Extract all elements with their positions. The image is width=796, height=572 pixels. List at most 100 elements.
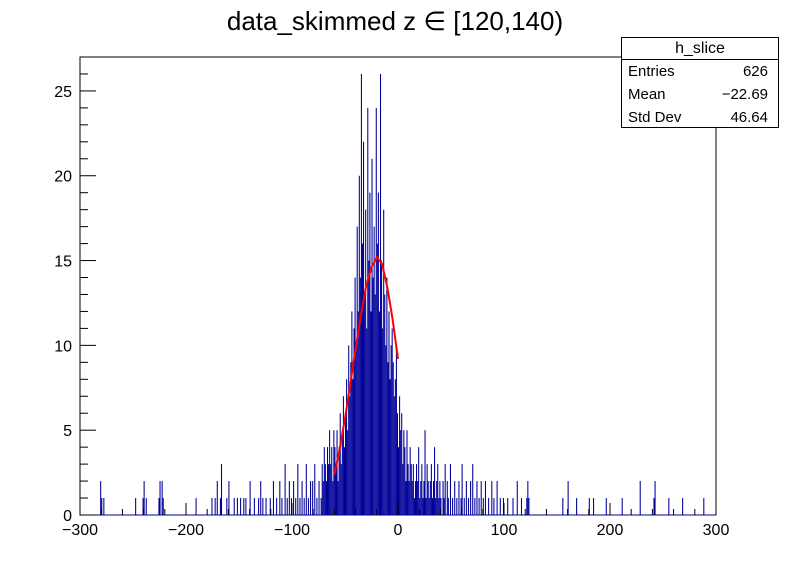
hist-bin-24 bbox=[249, 481, 251, 515]
stats-label: Std Dev bbox=[628, 109, 682, 126]
hist-bin-190 bbox=[491, 481, 493, 515]
hist-bin-40 bbox=[295, 498, 297, 515]
hist-bin-71 bbox=[340, 464, 342, 515]
hist-bin-4 bbox=[142, 498, 144, 515]
hist-bin-208 bbox=[621, 498, 623, 515]
hist-bin-113 bbox=[385, 345, 387, 515]
hist-bin-119 bbox=[391, 328, 393, 515]
y-tick-label: 10 bbox=[54, 338, 72, 355]
hist-bin-174 bbox=[456, 498, 458, 515]
hist-bin-148 bbox=[422, 498, 424, 515]
hist-bin-106 bbox=[377, 192, 379, 515]
hist-bin-70 bbox=[339, 413, 341, 515]
hist-bin-188 bbox=[484, 481, 486, 515]
hist-bin-121 bbox=[393, 396, 395, 515]
hist-bin-44 bbox=[303, 498, 305, 515]
hist-bin-22 bbox=[243, 498, 245, 515]
hist-bin-32 bbox=[276, 498, 278, 515]
hist-bin-170 bbox=[447, 498, 449, 515]
hist-bin-39 bbox=[293, 481, 295, 515]
hist-bin-53 bbox=[321, 464, 323, 515]
hist-bin-16 bbox=[220, 464, 223, 515]
hist-bin-18 bbox=[228, 481, 230, 515]
hist-bin-0 bbox=[100, 481, 102, 515]
hist-bin-182 bbox=[472, 464, 474, 515]
hist-bin-92 bbox=[363, 141, 365, 515]
hist-bin-99 bbox=[370, 311, 372, 515]
hist-bin-168 bbox=[444, 464, 446, 515]
hist-bin-117 bbox=[389, 379, 391, 515]
hist-bin-67 bbox=[336, 430, 338, 515]
hist-bin-58 bbox=[326, 447, 329, 515]
hist-bin-8 bbox=[159, 481, 161, 515]
hist-bin-172 bbox=[452, 498, 454, 515]
hist-bin-140 bbox=[413, 498, 415, 515]
hist-bin-184 bbox=[476, 481, 478, 515]
hist-bin-199 bbox=[526, 498, 528, 515]
hist-bin-93 bbox=[364, 294, 366, 515]
hist-bin-105 bbox=[376, 243, 378, 515]
hist-bin-145 bbox=[419, 498, 421, 515]
hist-bin-131 bbox=[404, 447, 406, 515]
hist-bin-21 bbox=[240, 498, 242, 515]
stats-label: Mean bbox=[628, 86, 666, 103]
hist-bin-103 bbox=[374, 294, 376, 515]
hist-bin-45 bbox=[305, 464, 307, 515]
hist-bin-183 bbox=[474, 498, 476, 515]
hist-bin-122 bbox=[394, 379, 396, 515]
hist-bin-163 bbox=[438, 498, 440, 515]
hist-bin-206 bbox=[593, 498, 595, 515]
hist-bin-159 bbox=[434, 447, 436, 515]
hist-bin-82 bbox=[352, 379, 354, 515]
hist-bin-166 bbox=[442, 481, 444, 515]
hist-bin-102 bbox=[373, 226, 375, 515]
hist-bin-33 bbox=[279, 481, 281, 515]
hist-bin-69 bbox=[338, 447, 340, 515]
hist-bin-207 bbox=[605, 498, 607, 515]
hist-bin-46 bbox=[307, 498, 309, 515]
hist-bin-212 bbox=[668, 498, 670, 515]
hist-bin-91 bbox=[361, 243, 364, 515]
axis-ticks: −300 −200 −100 0 100 200 300 0 5 10 15 20 25 bbox=[54, 56, 730, 539]
hist-bin-165 bbox=[440, 498, 442, 515]
hist-bin-5 bbox=[143, 481, 145, 515]
hist-bin-97 bbox=[368, 260, 370, 515]
hist-bin-200 bbox=[527, 481, 529, 515]
x-tick-label: 100 bbox=[491, 522, 518, 539]
hist-bin-35 bbox=[284, 464, 286, 515]
hist-bin-193 bbox=[499, 498, 501, 515]
hist-bin-178 bbox=[463, 498, 465, 515]
hist-bin-88 bbox=[358, 175, 360, 516]
hist-bin-153 bbox=[427, 481, 429, 515]
y-tick-label: 25 bbox=[54, 84, 72, 101]
hist-bin-143 bbox=[417, 481, 419, 515]
hist-bin-134 bbox=[407, 464, 409, 515]
stats-row-mean: Mean −22.69 bbox=[622, 83, 778, 106]
hist-bin-28 bbox=[262, 498, 264, 515]
hist-bin-209 bbox=[639, 481, 641, 515]
hist-bin-201 bbox=[528, 498, 530, 515]
x-tick-label: 300 bbox=[703, 522, 730, 539]
hist-bin-55 bbox=[323, 447, 325, 515]
hist-bin-162 bbox=[437, 464, 439, 515]
stats-value: −22.69 bbox=[721, 86, 768, 103]
hist-bin-80 bbox=[350, 362, 352, 515]
hist-bin-75 bbox=[345, 413, 347, 515]
hist-bin-211 bbox=[654, 481, 656, 515]
fit-curve-layer bbox=[333, 255, 399, 475]
stats-value: 46.64 bbox=[730, 109, 768, 126]
hist-bin-78 bbox=[348, 345, 350, 515]
hist-bin-57 bbox=[325, 481, 327, 515]
hist-bin-26 bbox=[258, 498, 260, 515]
chart-title: data_skimmed z ∈ [120,140) bbox=[227, 6, 563, 36]
hist-bin-30 bbox=[269, 498, 271, 515]
hist-bin-118 bbox=[390, 345, 392, 515]
stats-title: h_slice bbox=[622, 38, 778, 60]
hist-bin-100 bbox=[371, 158, 373, 515]
hist-bin-49 bbox=[314, 464, 316, 515]
y-tick-label: 15 bbox=[54, 254, 72, 271]
hist-bin-177 bbox=[461, 464, 463, 515]
hist-bin-138 bbox=[411, 481, 413, 515]
hist-bin-29 bbox=[265, 498, 267, 515]
hist-bin-90 bbox=[360, 73, 362, 516]
